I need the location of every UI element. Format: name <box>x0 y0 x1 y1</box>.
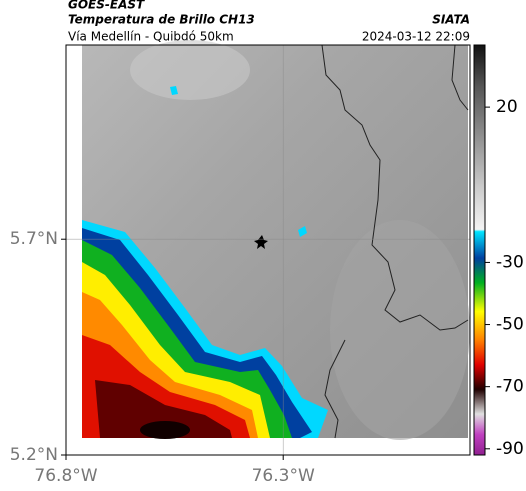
x-tick-label: 76.8°W <box>34 466 97 486</box>
source: GOES-EAST <box>68 0 145 12</box>
colorbar-tick-label: 20 <box>496 97 518 117</box>
map-frame <box>65 44 471 456</box>
subtitle: Vía Medellín - Quibdó 50km <box>68 30 234 44</box>
satellite-image <box>82 40 470 440</box>
colorbar-tick-label: -30 <box>496 252 524 272</box>
colorbar <box>473 44 486 456</box>
colorbar-tick-label: -70 <box>496 377 524 397</box>
title: Temperatura de Brillo CH13 <box>68 13 255 27</box>
y-tick-label: 5.2°N <box>10 445 58 465</box>
datetime: 2024-03-12 22:09 <box>362 30 470 44</box>
org: SIATA <box>432 13 470 27</box>
x-tick-label: 76.3°W <box>252 466 315 486</box>
y-tick-label: 5.7°N <box>10 229 58 249</box>
colorbar-tick-label: -90 <box>496 439 524 459</box>
colorbar-tick-label: -50 <box>496 315 524 335</box>
